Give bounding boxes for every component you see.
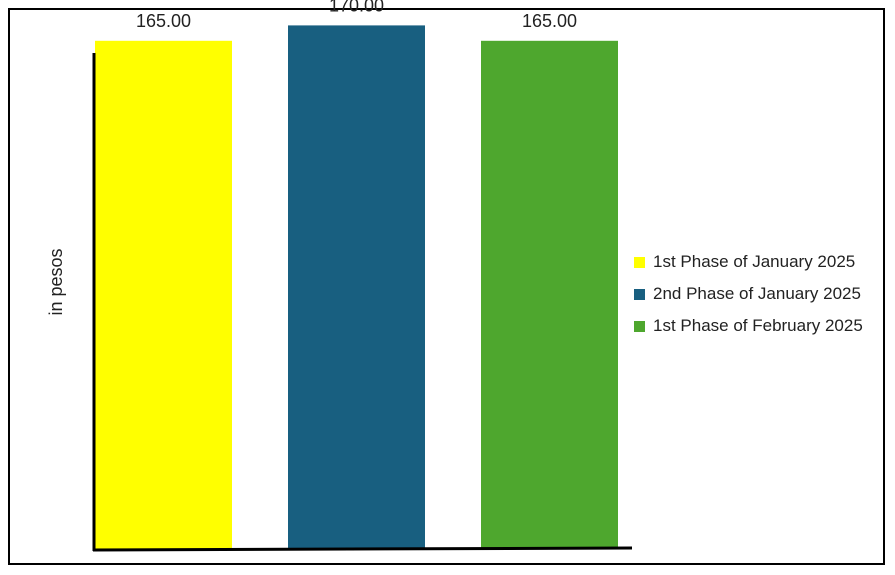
legend: 1st Phase of January 2025 2nd Phase of Ja… — [634, 252, 863, 348]
legend-item-2: 2nd Phase of January 2025 — [634, 284, 863, 304]
legend-label-3: 1st Phase of February 2025 — [653, 316, 863, 335]
legend-label-1: 1st Phase of January 2025 — [653, 252, 856, 271]
legend-swatch-1 — [634, 256, 645, 268]
bar-value-label-1: 165.00 — [136, 11, 191, 31]
bars — [95, 25, 618, 550]
x-axis-line — [92, 546, 633, 552]
legend-item-1: 1st Phase of January 2025 — [634, 252, 863, 272]
bar-value-labels: 165.00 170.00 165.00 — [136, 0, 577, 31]
bar-value-label-3: 165.00 — [522, 11, 577, 31]
legend-swatch-2 — [634, 288, 645, 300]
legend-swatch-3 — [634, 320, 645, 332]
bar-2 — [288, 25, 425, 549]
bar-1 — [95, 40, 232, 550]
bar-value-label-2: 170.00 — [329, 0, 384, 15]
legend-label-2: 2nd Phase of January 2025 — [653, 284, 861, 303]
bar-3 — [481, 40, 618, 550]
y-axis-label: in pesos — [46, 248, 66, 315]
legend-item-3: 1st Phase of February 2025 — [634, 316, 863, 336]
